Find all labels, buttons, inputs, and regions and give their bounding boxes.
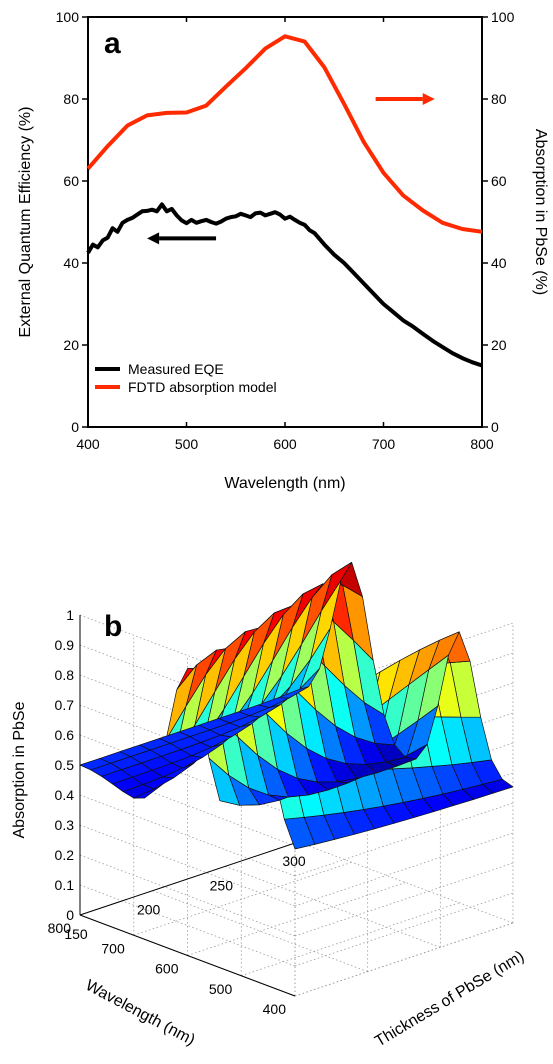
y2-tick-label: 20 bbox=[491, 337, 507, 353]
grid-line bbox=[294, 862, 514, 937]
arrow-head bbox=[422, 93, 435, 105]
z-tick-label: 1 bbox=[66, 607, 74, 623]
chart-a-x-axis-label: Wavelength (nm) bbox=[224, 475, 345, 492]
y2-tick-label: 0 bbox=[491, 419, 499, 435]
chart-a-panel-label: a bbox=[104, 27, 121, 60]
axis-line bbox=[79, 914, 296, 997]
y-tick-label: 80 bbox=[63, 91, 79, 107]
x-tick-label: 800 bbox=[470, 436, 494, 452]
z-tick-label: 0.3 bbox=[55, 817, 75, 833]
grid-line bbox=[297, 841, 514, 924]
chart-a-legend: Measured EQE FDTD absorption model bbox=[95, 361, 277, 395]
x-tick-label: 700 bbox=[372, 436, 396, 452]
x-tick-label: 800 bbox=[48, 920, 72, 936]
chart-b: 0 0.1 0.2 0.3 0.4 0.5 0.6 0.7 0.8 0.9 1 400 500 600 70… bbox=[11, 561, 527, 1051]
chart-b-surface bbox=[79, 561, 514, 850]
chart-b-x-axis-label: Wavelength (nm) bbox=[83, 977, 198, 1049]
y-tick-label: 40 bbox=[63, 255, 79, 271]
x-tick-label: 600 bbox=[155, 961, 179, 977]
chart-a: a 400 500 600 700 80002040608010002040608010… bbox=[17, 9, 549, 492]
z-tick-label: 0.2 bbox=[55, 847, 75, 863]
x-tick-label: 500 bbox=[209, 981, 233, 997]
y-tick-label: 100 bbox=[56, 9, 80, 25]
axis-line bbox=[79, 841, 299, 916]
chart-b-ticks: 0 0.1 0.2 0.3 0.4 0.5 0.6 0.7 0.8 0.9 1 400 500 600 70… bbox=[48, 607, 306, 1017]
chart-b-y-axis-label: Thickness of PbSe (nm) bbox=[372, 948, 527, 1051]
legend-label-eqe: Measured EQE bbox=[128, 361, 224, 377]
x-tick-label: 400 bbox=[263, 1001, 287, 1017]
y-tick-label: 300 bbox=[282, 853, 306, 869]
y-tick-label: 20 bbox=[63, 337, 79, 353]
y-tick-label: 200 bbox=[137, 902, 161, 918]
y-tick-label: 250 bbox=[210, 877, 234, 893]
series-line-eqe bbox=[86, 202, 483, 368]
chart-a-annotations bbox=[147, 93, 435, 245]
y2-tick-label: 40 bbox=[491, 255, 507, 271]
chart-a-y-axis-label: External Quantum Efficiency (%) bbox=[17, 107, 34, 338]
z-tick-label: 0 bbox=[66, 907, 74, 923]
grid-line bbox=[294, 832, 514, 907]
grid-line bbox=[79, 824, 296, 907]
z-tick-label: 0.1 bbox=[55, 877, 75, 893]
legend-label-fdtd: FDTD absorption model bbox=[128, 379, 277, 395]
x-tick-label: 700 bbox=[101, 940, 125, 956]
z-tick-label: 0.9 bbox=[55, 637, 75, 653]
series-line-fdtd bbox=[86, 34, 483, 234]
chart-b-panel-label: b bbox=[104, 610, 122, 643]
y-tick-label: 60 bbox=[63, 173, 79, 189]
y2-tick-label: 100 bbox=[491, 9, 515, 25]
z-tick-label: 0.8 bbox=[55, 667, 75, 683]
arrow-head bbox=[147, 232, 160, 245]
chart-b-z-axis-label: Absorption in PbSe bbox=[11, 701, 28, 838]
x-tick-label: 600 bbox=[273, 436, 297, 452]
z-tick-label: 0.5 bbox=[55, 757, 75, 773]
grid-line bbox=[241, 902, 460, 977]
z-tick-label: 0.4 bbox=[55, 787, 75, 803]
z-tick-label: 0.7 bbox=[55, 697, 75, 713]
surface-patch bbox=[79, 758, 111, 771]
y2-tick-label: 80 bbox=[491, 91, 507, 107]
x-tick-label: 400 bbox=[76, 436, 100, 452]
y-tick-label: 0 bbox=[71, 419, 79, 435]
grid-line bbox=[294, 892, 514, 967]
x-tick-label: 500 bbox=[175, 436, 199, 452]
chart-a-series bbox=[86, 34, 483, 368]
chart-a-y2-axis-label: Absorption in PbSe (%) bbox=[532, 129, 549, 295]
y2-tick-label: 60 bbox=[491, 173, 507, 189]
y-tick-label: 150 bbox=[64, 926, 88, 942]
z-tick-label: 0.6 bbox=[55, 727, 75, 743]
